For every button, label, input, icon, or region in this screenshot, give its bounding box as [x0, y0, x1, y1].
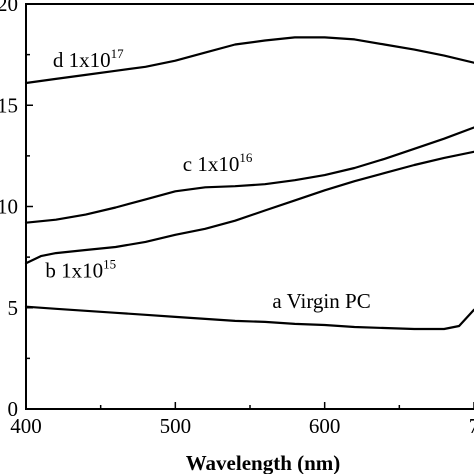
- series-label-text: b 1x10: [45, 258, 103, 282]
- x-tick-label: 7: [469, 414, 474, 438]
- y-tick-label: 5: [8, 296, 19, 320]
- series-line-a: [24, 305, 474, 331]
- labels-layer: d 1x1017 c 1x1016 b 1x1015 a Virgin PC: [45, 46, 370, 313]
- x-axis-title: Wavelength (nm): [186, 451, 341, 474]
- series-label-a: a Virgin PC: [272, 289, 370, 313]
- series-label-d: d 1x1017: [53, 46, 124, 72]
- series-label-text: d 1x10: [53, 48, 111, 72]
- series-label-text: a Virgin PC: [272, 289, 370, 313]
- y-tick-label: 10: [0, 195, 18, 219]
- x-tick-label: 500: [160, 414, 192, 438]
- x-tick-label: 400: [10, 414, 42, 438]
- series-label-exponent: 17: [111, 46, 125, 61]
- y-tick-label: 0: [8, 397, 19, 421]
- series-label-b: b 1x1015: [45, 256, 116, 282]
- series-label-c: c 1x1016: [183, 150, 253, 176]
- series-label-exponent: 15: [103, 256, 116, 271]
- series-line-d: [24, 36, 474, 85]
- series-line-b: [24, 150, 474, 265]
- series-line-c: [24, 126, 474, 224]
- series-layer: [24, 36, 474, 331]
- x-tick-label: 600: [309, 414, 341, 438]
- y-tick-label: 20: [0, 0, 18, 16]
- ticks-layer: 0 5 10 15 20 400 500 600 7: [0, 0, 474, 438]
- plot-area-frame: [25, 3, 474, 410]
- series-label-text: c 1x10: [183, 152, 240, 176]
- y-tick-label: 15: [0, 93, 18, 117]
- series-label-exponent: 16: [239, 150, 253, 165]
